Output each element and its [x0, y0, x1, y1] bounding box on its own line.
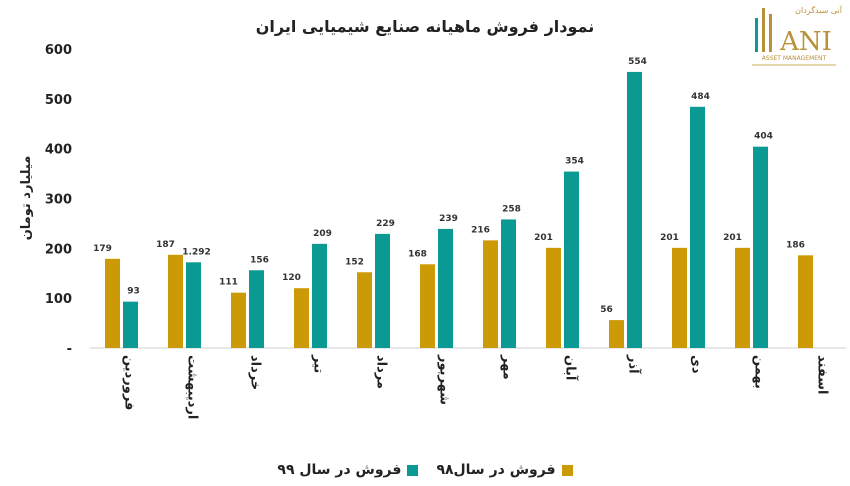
bar-98 [357, 272, 372, 348]
bar-99 [375, 233, 390, 348]
legend-swatch-99 [407, 464, 419, 476]
bar-98 [168, 254, 183, 348]
legend-label-98: فروش در سال۹۸ [436, 462, 556, 478]
logo-bar [769, 14, 772, 52]
legend-item-98: فروش در سال۹۸ [436, 462, 573, 478]
bar-98 [672, 247, 687, 348]
bar-99 [123, 301, 138, 348]
x-tick-label: مرداد [374, 355, 389, 389]
bar-99 [501, 219, 516, 348]
bar-99 [438, 228, 453, 348]
x-tick-label: آبان [563, 355, 580, 381]
chart-title: نمودار فروش ماهیانه صنایع شیمیایی ایران [256, 17, 594, 36]
bar-98 [798, 255, 813, 348]
data-label-98: 179 [93, 244, 112, 254]
bar-98 [483, 240, 498, 348]
data-label-98: 201 [534, 233, 553, 243]
x-tick-label: مهر [500, 354, 515, 380]
logo-letters: ANI [779, 27, 832, 57]
y-tick-label: 600 [45, 43, 72, 58]
y-tick-label: 100 [45, 292, 72, 307]
bar-98 [735, 247, 750, 348]
bar-99 [564, 171, 579, 348]
x-tick-label: خرداد [248, 355, 263, 390]
bar-99 [753, 146, 768, 348]
y-axis-label: میلیارد تومان [19, 156, 34, 241]
logo-subtitle: ASSET MANAGEMENT [762, 55, 827, 62]
legend-label-99: فروش در سال ۹۹ [277, 462, 402, 478]
x-tick-label: بهمن [752, 355, 767, 389]
data-label-99: 93 [127, 287, 140, 297]
logo-rule [752, 64, 836, 66]
data-label-99: 258 [502, 204, 521, 214]
data-label-99: 354 [565, 157, 584, 167]
y-tick-label: 300 [45, 193, 72, 208]
data-label-98: 186 [786, 240, 805, 250]
data-label-99: 209 [313, 229, 332, 239]
bar-98 [294, 288, 309, 348]
x-tick-label: دی [689, 355, 704, 374]
legend-swatch-98 [561, 464, 573, 476]
data-label-98: 187 [156, 240, 175, 250]
bar-98 [546, 247, 561, 348]
y-tick-label: 500 [45, 93, 72, 108]
data-label-99: 156 [250, 255, 269, 265]
bar-99 [690, 106, 705, 348]
data-label-98: 168 [408, 249, 427, 259]
bar-99 [627, 71, 642, 348]
bar-98 [231, 292, 246, 348]
data-label-99: 404 [754, 132, 773, 142]
bar-99 [312, 243, 327, 348]
bar-99 [186, 262, 201, 348]
logo-top-text: آنی سبدگردان [795, 5, 843, 15]
x-tick-label: تیر [311, 354, 326, 373]
legend: فروش در سال۹۸ فروش در سال ۹۹ [0, 458, 850, 482]
data-label-99: 484 [691, 92, 710, 102]
data-label-98: 201 [723, 233, 742, 243]
y-tick-label: 400 [45, 143, 72, 158]
data-label-98: 152 [345, 257, 364, 267]
x-tick-label: شهریور [437, 354, 452, 405]
data-label-98: 120 [282, 273, 301, 283]
data-label-99: 239 [439, 214, 458, 224]
logo: آنی سبدگردان ANI ASSET MANAGEMENT [752, 5, 843, 66]
bar-98 [420, 264, 435, 348]
logo-bar [762, 8, 765, 52]
x-tick-label: اردیبهشت [185, 355, 200, 419]
data-label-98: 56 [600, 305, 613, 315]
x-tick-label: فروردین [122, 355, 137, 410]
bar-98 [609, 320, 624, 348]
data-label-99: 1.292 [182, 247, 210, 257]
bar-98 [105, 258, 120, 348]
logo-bar [755, 18, 758, 52]
y-tick-label: - [67, 342, 72, 357]
data-label-99: 229 [376, 219, 395, 229]
data-label-99: 554 [628, 57, 647, 67]
data-label-98: 201 [660, 233, 679, 243]
bar-99 [249, 270, 264, 348]
data-label-98: 111 [219, 278, 238, 288]
y-tick-label: 200 [45, 242, 72, 257]
x-tick-label: آذر [626, 354, 643, 374]
x-tick-label: اسفند [815, 355, 830, 394]
data-label-98: 216 [471, 225, 490, 235]
legend-item-99: فروش در سال ۹۹ [277, 462, 419, 478]
